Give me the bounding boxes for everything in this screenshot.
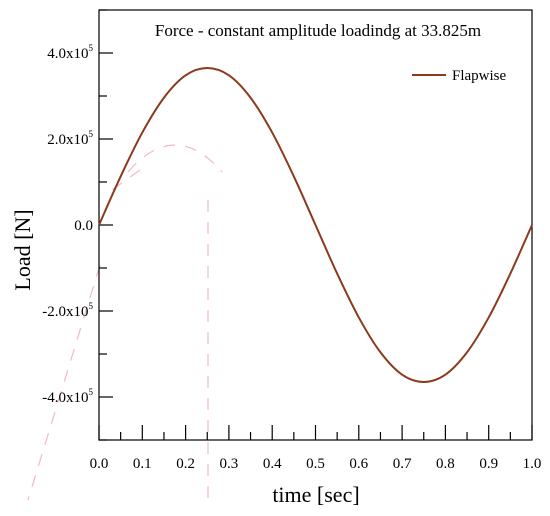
x-tick-label: 0.4 — [263, 456, 282, 472]
x-tick-label: 0.0 — [90, 456, 109, 472]
x-tick-label: 1.0 — [523, 456, 542, 472]
y-axis-label: Load [N] — [10, 209, 35, 290]
x-tick-label: 0.2 — [176, 456, 195, 472]
y-tick-label: -4.0x105 — [42, 387, 93, 406]
x-tick-label: 0.8 — [436, 456, 455, 472]
legend: Flapwise — [412, 68, 507, 84]
chart-title: Force - constant amplitude loadindg at 3… — [155, 21, 481, 40]
legend-label-flapwise: Flapwise — [452, 68, 507, 84]
x-tick-label: 0.6 — [349, 456, 368, 472]
y-tick-label: 2.0x105 — [47, 129, 93, 148]
x-tick-label: 0.5 — [306, 456, 325, 472]
watermark-overlay — [27, 144, 223, 501]
x-tick-label: 0.7 — [393, 456, 412, 472]
x-axis: 0.0 0.1 0.2 0.3 0.4 0.5 0.6 0.7 0.8 0.9 1.0 — [90, 425, 542, 472]
series-layer — [98, 67, 533, 383]
y-tick-label: 0.0 — [74, 218, 93, 234]
x-axis-label: time [sec] — [272, 482, 359, 507]
series-line-flapwise — [98, 67, 533, 383]
x-tick-label: 0.3 — [220, 456, 239, 472]
y-tick-label: -2.0x105 — [42, 301, 93, 320]
watermark-stroke — [27, 264, 101, 501]
x-tick-label: 0.9 — [479, 456, 498, 472]
y-tick-label: 4.0x105 — [47, 43, 93, 62]
x-tick-label: 0.1 — [133, 456, 152, 472]
y-axis: 4.0x105 2.0x105 0.0 -2.0x105 -4.0x105 — [42, 9, 113, 441]
watermark-arc — [127, 144, 223, 173]
